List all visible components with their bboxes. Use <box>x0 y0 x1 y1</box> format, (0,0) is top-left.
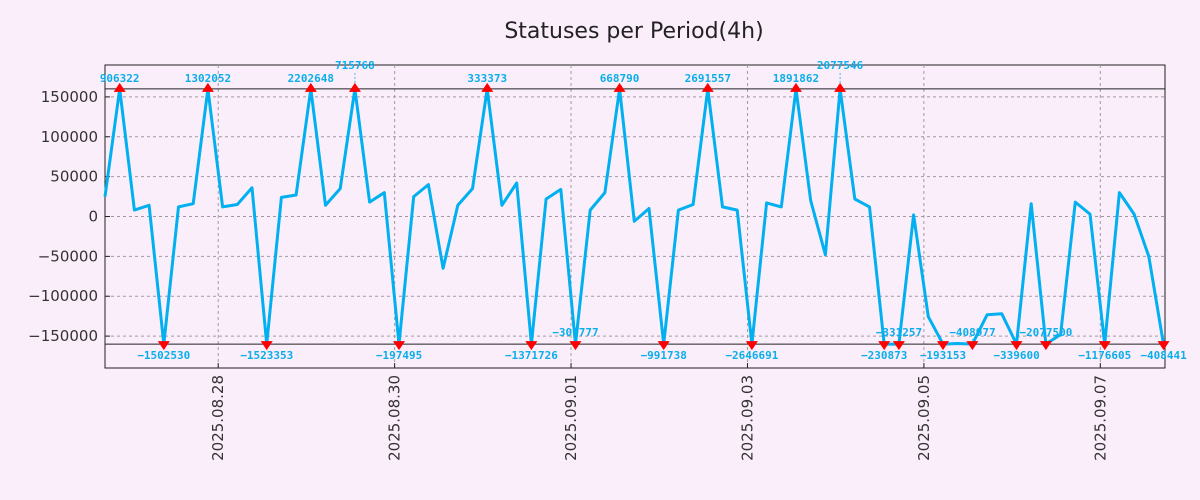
clip-marker-down <box>657 341 670 351</box>
y-tick-label: 150000 <box>41 88 98 106</box>
y-tick-label: 50000 <box>50 168 98 186</box>
data-label: −1371726 <box>505 349 558 362</box>
x-axis-ticks: 2025.08.28 2025.08.30 2025.09.01 2025.09.03… <box>209 363 1109 461</box>
clip-marker-up <box>201 82 214 92</box>
series-line <box>103 87 1165 346</box>
clip-marker-down <box>966 341 979 351</box>
clip-marker-down <box>1039 341 1052 351</box>
clip-marker-down <box>393 341 406 351</box>
data-label: 906322 <box>100 72 140 85</box>
data-label: −331257 <box>876 326 922 339</box>
chart-title: Statuses per Period(4h) <box>504 19 763 44</box>
clip-marker-down <box>1010 341 1023 351</box>
data-label: −197495 <box>376 349 422 362</box>
clip-marker-down <box>878 341 891 351</box>
clip-marker-down <box>745 341 758 351</box>
x-tick-label: 2025.08.28 <box>209 375 227 461</box>
y-tick-label: 100000 <box>41 128 98 146</box>
data-label: 2691557 <box>685 72 731 85</box>
y-tick-label: 0 <box>88 208 98 226</box>
y-tick-label: −150000 <box>28 327 98 345</box>
clip-marker-down <box>525 341 538 351</box>
grid <box>105 65 1165 368</box>
clip-marker-up <box>304 82 317 92</box>
data-label: −408441 <box>1140 349 1187 362</box>
clip-marker-up <box>481 82 494 92</box>
data-label: −991738 <box>640 349 686 362</box>
clip-marker-down <box>157 341 170 351</box>
y-axis-ticks: 150000 100000 50000 0 −50000 −100000 −150000 <box>28 88 110 345</box>
data-label: −230873 <box>861 349 907 362</box>
clip-marker-down <box>892 341 905 351</box>
y-tick-label: −100000 <box>28 287 98 305</box>
clip-lines <box>105 88 1165 345</box>
clip-marker-down <box>569 341 582 351</box>
clip-marker-up <box>701 82 714 92</box>
clip-marker-up <box>113 82 126 92</box>
x-tick-label: 2025.09.05 <box>915 375 933 461</box>
data-label: −408977 <box>949 326 995 339</box>
data-label: −339600 <box>993 349 1039 362</box>
x-tick-label: 2025.08.30 <box>386 375 404 461</box>
data-label: 715768 <box>335 59 375 72</box>
clip-marker-up <box>613 82 626 92</box>
data-label: −2077500 <box>1019 326 1072 339</box>
clip-marker-down <box>937 341 950 351</box>
data-label: 333373 <box>467 72 507 85</box>
clip-marker-down <box>260 341 273 351</box>
data-label: 2202648 <box>288 72 334 85</box>
clip-marker-down <box>1157 341 1170 351</box>
data-label: 668790 <box>600 72 640 85</box>
data-label: 1302052 <box>185 72 231 85</box>
data-label: −1523353 <box>240 349 293 362</box>
clip-marker-up <box>789 82 802 92</box>
data-label: −307777 <box>552 326 598 339</box>
x-tick-label: 2025.09.07 <box>1091 375 1109 461</box>
y-tick-label: −50000 <box>38 247 98 265</box>
data-label: 1891862 <box>773 72 819 85</box>
series-line-path <box>103 87 1165 346</box>
x-tick-label: 2025.09.03 <box>738 375 756 461</box>
data-label: 2077546 <box>817 59 864 72</box>
data-label: −1502530 <box>137 349 190 362</box>
clip-marker-up <box>348 82 361 92</box>
x-tick-label: 2025.09.01 <box>562 375 580 461</box>
clip-marker-up <box>834 82 847 92</box>
markers: 906322 −1502530 1302052 −1523353 22026487157… <box>100 59 1187 362</box>
data-label: −1176605 <box>1078 349 1131 362</box>
clip-marker-down <box>1098 341 1111 351</box>
data-label: −193153 <box>920 349 966 362</box>
data-label: −2646691 <box>725 349 778 362</box>
